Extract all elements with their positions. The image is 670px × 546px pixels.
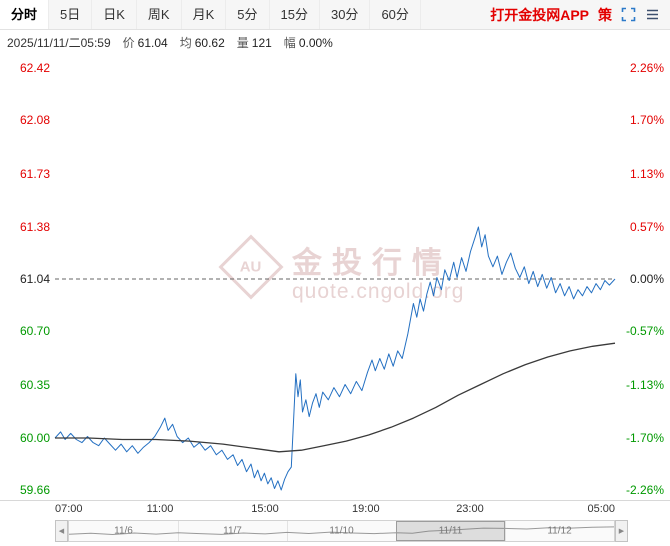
price-axis-label-5: 60.70 [20, 323, 51, 338]
time-label-4: 23:00 [456, 503, 484, 515]
navigator-right-arrow-button[interactable]: ▶ [615, 520, 628, 542]
percent-axis-label-3: 0.57% [629, 220, 664, 234]
navigator-left-arrow-button[interactable]: ◀ [55, 520, 68, 542]
price-axis-label-7: 60.00 [20, 431, 51, 445]
quote-field-0: 价 61.04 [122, 35, 168, 50]
period-tab-0[interactable]: 分时 [0, 0, 50, 29]
navigator-date-1: 11/7 [223, 525, 242, 537]
time-label-3: 19:00 [352, 503, 380, 515]
price-axis-label-1: 62.08 [20, 112, 51, 127]
navigator-date-3: 11/11 [438, 525, 463, 537]
toolbar: 分时 5日 日K 周K 月K 5分 15分 30分 60分 打开金投网APP 策 [0, 0, 670, 30]
open-app-link[interactable]: 打开金投网APP [490, 6, 589, 23]
price-axis-label-0: 62.42 [20, 61, 51, 75]
average-line [55, 342, 616, 453]
price-axis-label-3: 61.38 [20, 220, 51, 234]
period-tab-2[interactable]: 日K [92, 0, 137, 29]
period-tab-3[interactable]: 周K [137, 0, 182, 29]
fullscreen-icon[interactable] [621, 7, 636, 22]
percent-axis-label-5: -0.57% [625, 323, 664, 338]
period-tab-bar: 分时 5日 日K 周K 月K 5分 15分 30分 60分 [0, 0, 421, 29]
navigator-date-2: 11/10 [329, 525, 354, 537]
price-line [54, 226, 616, 491]
price-axis-label-8: 59.66 [20, 483, 51, 497]
period-tab-7[interactable]: 30分 [320, 0, 371, 29]
time-label-1: 11:00 [146, 503, 174, 515]
navigator-track[interactable]: 11/6 11/7 11/10 11/11 11/12 [68, 520, 615, 542]
percent-axis-label-2: 1.13% [629, 166, 664, 181]
navigator-sparkline [69, 527, 614, 535]
navigator-selection-window[interactable] [396, 521, 505, 541]
period-tab-4[interactable]: 月K [182, 0, 227, 29]
chart-area: AU 金投行情 quote.cngold.org 62.42 62.08 61.73… [0, 54, 670, 500]
time-label-0: 07:00 [55, 503, 83, 515]
quote-fields: 价 61.04 均 60.62 量 121 幅 0.00% [123, 34, 333, 51]
menu-icon[interactable] [645, 7, 660, 22]
period-tab-1[interactable]: 5日 [49, 0, 93, 29]
quote-field-1: 均 60.62 [179, 35, 225, 50]
price-chart-canvas[interactable] [0, 54, 670, 500]
quote-info-bar: 2025/11/11/二05:59 价 61.04 均 60.62 量 121 幅 0.00% [0, 30, 670, 54]
time-axis: 07:00 11:00 15:00 19:00 23:00 05:00 [0, 500, 670, 518]
navigator-day-separator [178, 521, 179, 541]
percent-axis-label-8: -2.26% [625, 483, 664, 497]
navigator-day-separator [505, 521, 506, 541]
percent-axis-label-1: 1.70% [629, 112, 664, 127]
range-navigator: ◀ 11/6 11/7 11/10 11/11 11/12 ▶ [0, 518, 670, 546]
period-tab-8[interactable]: 60分 [370, 0, 421, 29]
time-label-5: 05:00 [587, 503, 615, 515]
percent-axis-label-4: 0.00% [629, 272, 664, 286]
navigator-day-separator [287, 521, 288, 541]
strategy-link[interactable]: 策 [598, 6, 612, 23]
percent-axis-label-0: 2.26% [629, 61, 664, 75]
price-axis-label-4: 61.04 [20, 272, 51, 286]
quote-field-2: 量 121 [236, 35, 272, 50]
time-label-2: 15:00 [251, 503, 279, 515]
percent-axis-label-7: -1.70% [625, 431, 664, 445]
period-tab-5[interactable]: 5分 [226, 0, 270, 29]
percent-axis-label-6: -1.13% [625, 377, 664, 392]
quote-field-3: 幅 0.00% [283, 35, 333, 50]
toolbar-right: 打开金投网APP 策 [490, 0, 670, 29]
navigator-date-4: 11/12 [547, 525, 572, 537]
price-axis-label-2: 61.73 [20, 166, 51, 181]
price-axis-label-6: 60.35 [20, 377, 51, 392]
navigator-date-0: 11/6 [114, 525, 133, 537]
quote-datetime: 2025/11/11/二05:59 [7, 35, 111, 50]
period-tab-6[interactable]: 15分 [270, 0, 320, 29]
